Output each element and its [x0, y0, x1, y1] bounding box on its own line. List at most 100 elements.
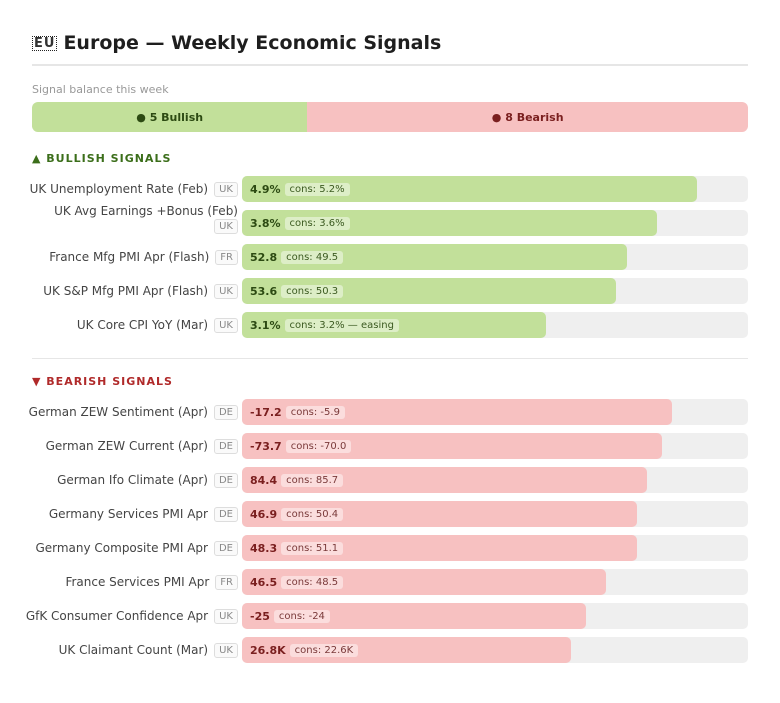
signal-name: UK Claimant Count (Mar): [58, 643, 209, 657]
signal-value: 84.4: [250, 473, 278, 487]
signal-label: France Services PMI Apr FR: [65, 569, 238, 595]
signal-value: -73.7: [250, 439, 282, 453]
signal-name: France Services PMI Apr: [65, 575, 210, 589]
signal-strength-bar: 3.1% cons: 3.2% — easing: [242, 312, 546, 338]
signal-strength-bar: 4.9% cons: 5.2%: [242, 176, 698, 202]
signal-strength-bar: 48.3 cons: 51.1: [242, 535, 637, 561]
country-tag: UK: [214, 283, 238, 299]
consensus-badge: cons: 5.2%: [284, 182, 350, 196]
country-tag: DE: [213, 506, 238, 522]
bullish-signal-row: UK S&P Mfg PMI Apr (Flash) UK 53.6 cons: 50…: [32, 278, 748, 304]
balance-bearish-segment: ● 8 Bearish: [307, 102, 748, 132]
signal-track: 4.9% cons: 5.2%: [242, 176, 748, 202]
signal-strength-bar: 52.8 cons: 49.5: [242, 244, 627, 270]
signal-balance-bar: ● 5 Bullish ● 8 Bearish: [32, 102, 748, 132]
consensus-badge: cons: -5.9: [285, 405, 345, 419]
signal-track: 46.5 cons: 48.5: [242, 569, 748, 595]
country-tag: DE: [213, 540, 238, 556]
eu-flag-icon: EU: [32, 35, 58, 51]
signal-label: GfK Consumer Confidence Apr UK: [26, 603, 238, 629]
bearish-signal-row: UK Claimant Count (Mar) UK 26.8K cons: 22.6…: [32, 637, 748, 663]
signal-track: 48.3 cons: 51.1: [242, 535, 748, 561]
consensus-badge: cons: 22.6K: [289, 643, 359, 657]
consensus-badge: cons: 3.6%: [284, 216, 350, 230]
dashboard: EU Europe — Weekly Economic Signals Sign…: [26, 30, 748, 663]
signal-name: German ZEW Current (Apr): [45, 439, 208, 453]
signal-label: UK Claimant Count (Mar) UK: [59, 637, 238, 663]
signal-value: 46.9: [250, 507, 278, 521]
signal-strength-bar: -25 cons: -24: [242, 603, 587, 629]
balance-label: Signal balance this week: [32, 83, 169, 96]
consensus-badge: cons: -70.0: [285, 439, 352, 453]
signal-value: -25: [250, 609, 270, 623]
country-tag: UK: [214, 181, 238, 197]
country-tag: FR: [215, 249, 238, 265]
bearish-signal-row: GfK Consumer Confidence Apr UK -25 cons: -2…: [26, 603, 748, 629]
signal-strength-bar: 53.6 cons: 50.3: [242, 278, 617, 304]
signal-name: German ZEW Sentiment (Apr): [28, 405, 208, 419]
signal-track: -17.2 cons: -5.9: [242, 399, 748, 425]
signal-value: 48.3: [250, 541, 278, 555]
consensus-badge: cons: -24: [273, 609, 330, 623]
signal-track: 53.6 cons: 50.3: [242, 278, 748, 304]
signal-label: German ZEW Sentiment (Apr) DE: [29, 399, 238, 425]
signal-name: GfK Consumer Confidence Apr: [25, 609, 209, 623]
signal-label: German ZEW Current (Apr) DE: [46, 433, 238, 459]
signal-name: Germany Composite PMI Apr: [35, 541, 208, 555]
signal-strength-bar: -73.7 cons: -70.0: [242, 433, 662, 459]
signal-track: -73.7 cons: -70.0: [242, 433, 748, 459]
signal-strength-bar: 46.5 cons: 48.5: [242, 569, 607, 595]
signal-track: 3.1% cons: 3.2% — easing: [242, 312, 748, 338]
country-tag: UK: [214, 642, 238, 658]
signal-strength-bar: 26.8K cons: 22.6K: [242, 637, 571, 663]
signal-value: -17.2: [250, 405, 282, 419]
country-tag: UK: [214, 317, 238, 333]
country-tag: UK: [214, 608, 238, 624]
bullish-signal-row: UK Avg Earnings +Bonus (Feb) UK 3.8% cons: …: [32, 204, 748, 236]
bullish-section-heading: ▲ BULLISH SIGNALS: [32, 152, 172, 165]
balance-bullish-segment: ● 5 Bullish: [32, 102, 308, 132]
signal-value: 4.9%: [250, 182, 281, 196]
signal-name: UK Core CPI YoY (Mar): [76, 318, 209, 332]
signal-value: 52.8: [250, 250, 278, 264]
signal-track: 3.8% cons: 3.6%: [242, 210, 748, 236]
signal-strength-bar: 84.4 cons: 85.7: [242, 467, 647, 493]
signal-track: -25 cons: -24: [242, 603, 748, 629]
consensus-badge: cons: 85.7: [281, 473, 344, 487]
bearish-section-heading: ▼ BEARISH SIGNALS: [32, 375, 173, 388]
signal-track: 84.4 cons: 85.7: [242, 467, 748, 493]
bearish-signal-row: German Ifo Climate (Apr) DE 84.4 cons: 85.7: [32, 467, 748, 493]
consensus-badge: cons: 3.2% — easing: [284, 318, 399, 332]
header: EU Europe — Weekly Economic Signals: [32, 30, 748, 56]
page-title: Europe — Weekly Economic Signals: [63, 32, 442, 54]
signal-value: 53.6: [250, 284, 278, 298]
signal-track: 52.8 cons: 49.5: [242, 244, 748, 270]
country-tag: FR: [215, 574, 238, 590]
signal-strength-bar: 3.8% cons: 3.6%: [242, 210, 657, 236]
section-divider: [32, 358, 748, 359]
title-divider: [32, 64, 748, 66]
signal-label: Germany Composite PMI Apr DE: [35, 535, 238, 561]
signal-label: France Mfg PMI Apr (Flash) FR: [49, 244, 238, 270]
bullish-signal-row: UK Unemployment Rate (Feb) UK 4.9% cons: 5.…: [30, 176, 748, 202]
signal-label: UK Unemployment Rate (Feb) UK: [30, 176, 238, 202]
country-tag: DE: [213, 438, 238, 454]
signal-strength-bar: -17.2 cons: -5.9: [242, 399, 673, 425]
signal-track: 26.8K cons: 22.6K: [242, 637, 748, 663]
signal-label: UK S&P Mfg PMI Apr (Flash) UK: [43, 278, 238, 304]
signal-name: UK Avg Earnings +Bonus (Feb): [54, 204, 238, 218]
signal-label: UK Avg Earnings +Bonus (Feb) UK: [54, 204, 238, 234]
bearish-signal-row: Germany Services PMI Apr DE 46.9 cons: 50.4: [32, 501, 748, 527]
signal-label: Germany Services PMI Apr DE: [49, 501, 238, 527]
signal-name: France Mfg PMI Apr (Flash): [49, 250, 210, 264]
country-tag: UK: [214, 219, 238, 234]
signal-name: German Ifo Climate (Apr): [57, 473, 208, 487]
signal-name: Germany Services PMI Apr: [48, 507, 208, 521]
bullish-signal-row: UK Core CPI YoY (Mar) UK 3.1% cons: 3.2% — …: [32, 312, 748, 338]
signal-strength-bar: 46.9 cons: 50.4: [242, 501, 637, 527]
country-tag: DE: [213, 404, 238, 420]
signal-label: German Ifo Climate (Apr) DE: [57, 467, 238, 493]
bearish-signal-row: Germany Composite PMI Apr DE 48.3 cons: 51.…: [32, 535, 748, 561]
bearish-signal-row: German ZEW Current (Apr) DE -73.7 cons: -70…: [32, 433, 748, 459]
consensus-badge: cons: 49.5: [281, 250, 344, 264]
